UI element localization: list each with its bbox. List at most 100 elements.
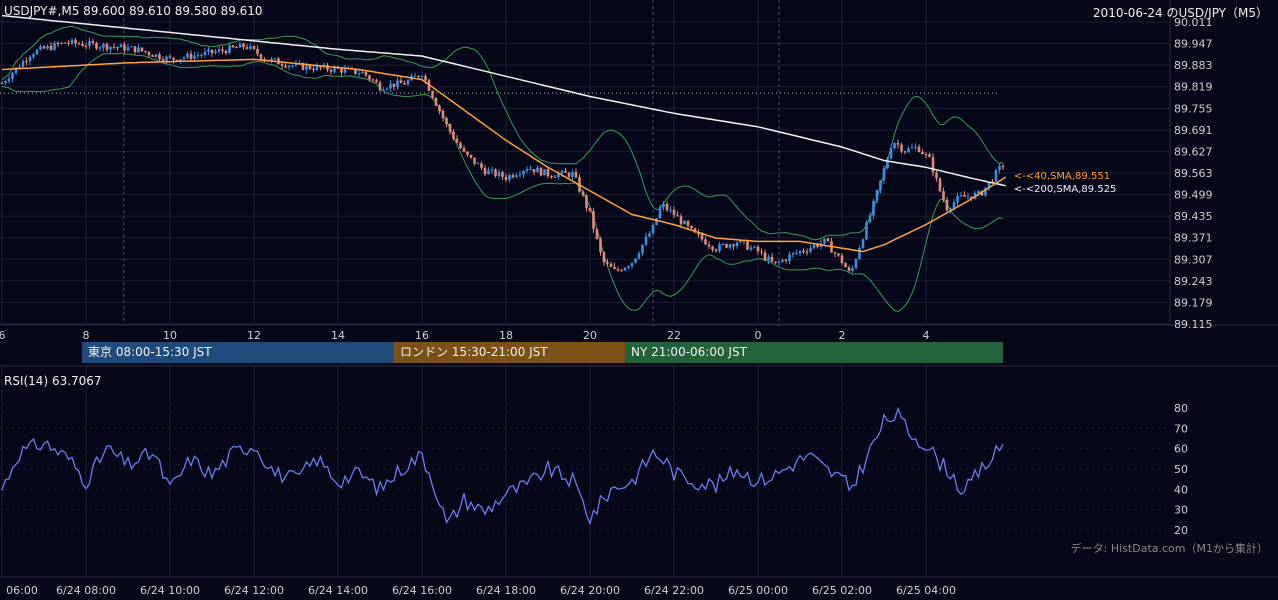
candle-body — [606, 262, 609, 264]
price-time-label: 16 — [415, 329, 429, 342]
candle-body — [77, 43, 81, 45]
candle-body — [963, 195, 966, 197]
candle-body — [0, 83, 4, 85]
candle-body — [228, 45, 231, 54]
candle-body — [634, 258, 637, 263]
candle-body — [560, 170, 564, 174]
candle-body — [564, 170, 567, 173]
candle-body — [312, 68, 315, 71]
time-axis-label: 6/25 02:00 — [812, 584, 872, 597]
candle-body — [119, 44, 123, 48]
candle-body — [991, 181, 994, 183]
candle-body — [875, 190, 879, 201]
candle-body — [501, 172, 504, 177]
candle-body — [956, 196, 959, 203]
candle-body — [200, 54, 203, 56]
candle-body — [343, 68, 347, 73]
candle-body — [60, 42, 63, 44]
candle-body — [126, 47, 130, 51]
candle-body — [847, 267, 851, 271]
candle-body — [616, 269, 620, 271]
candle-body — [280, 64, 284, 66]
rsi-axis-label: 60 — [1174, 443, 1188, 456]
candle-body — [154, 54, 158, 57]
candle-body — [942, 191, 945, 200]
candle-body — [88, 41, 91, 46]
candle-body — [182, 57, 186, 60]
candle-body — [445, 118, 448, 125]
candle-body — [4, 81, 7, 84]
data-credit: データ: HistData.com（M1から集計） — [1070, 542, 1268, 555]
candle-body — [396, 80, 399, 87]
candle-body — [256, 48, 259, 55]
candle-body — [788, 254, 791, 261]
candle-body — [812, 245, 816, 249]
candle-body — [175, 59, 179, 62]
candle-body — [784, 259, 788, 261]
candle-body — [53, 42, 56, 50]
candle-body — [224, 50, 228, 54]
candle-body — [592, 211, 595, 229]
candle-body — [494, 169, 497, 177]
candle-body — [861, 239, 865, 248]
candle-body — [35, 49, 39, 55]
sma200-value-label: <-<200,SMA,89.525 — [1014, 184, 1117, 195]
candle-body — [571, 172, 574, 177]
candle-body — [424, 76, 427, 81]
chart-title: 2010-06-24 のUSD/JPY（M5） — [1092, 6, 1268, 20]
candle-body — [809, 248, 812, 252]
price-time-label: 20 — [583, 329, 597, 342]
candle-body — [945, 199, 949, 211]
candle-body — [966, 196, 970, 198]
candle-body — [711, 246, 714, 250]
candle-body — [725, 243, 728, 248]
candle-body — [949, 208, 952, 211]
candle-body — [865, 222, 868, 240]
candle-body — [301, 63, 305, 70]
candle-body — [130, 46, 133, 48]
candle-body — [721, 243, 725, 245]
candle-body — [109, 46, 112, 50]
candle-body — [371, 79, 375, 81]
time-axis-label: 6/24 16:00 — [392, 584, 452, 597]
candle-body — [917, 146, 921, 153]
candle-body — [382, 89, 385, 91]
price-axis-label: 89.371 — [1174, 232, 1213, 245]
price-axis-label: 89.627 — [1174, 145, 1213, 158]
candle-body — [739, 240, 742, 243]
time-axis-label: 6/24 20:00 — [560, 584, 620, 597]
candle-body — [910, 147, 914, 149]
candle-body — [529, 169, 532, 171]
price-time-label: 0 — [755, 329, 762, 342]
candle-body — [676, 215, 679, 217]
rsi-axis-label: 70 — [1174, 422, 1188, 435]
candle-body — [487, 170, 490, 175]
candle-body — [641, 244, 644, 254]
candle-body — [550, 176, 553, 178]
candle-body — [186, 53, 189, 58]
candle-body — [837, 253, 840, 256]
candle-body — [95, 42, 98, 49]
candle-body — [518, 174, 522, 176]
candle-body — [760, 251, 763, 253]
candle-body — [287, 65, 291, 68]
candle-body — [497, 172, 501, 177]
time-axis-label: 6/25 04:00 — [896, 584, 956, 597]
candle-body — [42, 46, 46, 49]
candle-body — [364, 71, 368, 76]
candle-body — [270, 58, 273, 61]
symbol-info: USDJPY#,M5 89.600 89.610 89.580 89.610 — [4, 4, 263, 18]
candle-body — [522, 170, 525, 175]
candle-body — [74, 39, 77, 44]
candle-body — [413, 75, 417, 77]
price-time-label: 22 — [667, 329, 681, 342]
price-axis-label: 89.563 — [1174, 167, 1213, 180]
candle-body — [683, 220, 686, 225]
candle-body — [595, 228, 599, 239]
candle-body — [28, 56, 32, 62]
candle-body — [483, 167, 487, 175]
price-axis-label: 89.307 — [1174, 253, 1213, 266]
candle-body — [697, 232, 700, 235]
candle-body — [987, 181, 991, 188]
